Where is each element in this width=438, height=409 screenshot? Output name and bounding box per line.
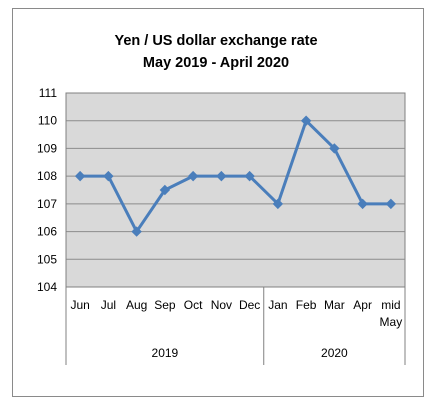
- x-axis-year-groups: 2019 2020: [65, 287, 406, 365]
- x-axis-tick-labels: Jun Jul Aug Sep Oct Nov Dec Jan Feb Mar Apr mid May: [70, 298, 402, 329]
- series: [74, 115, 397, 237]
- x-tick-label: Feb: [296, 298, 317, 312]
- x-tick-label: Jun: [70, 298, 89, 312]
- data-point: [187, 170, 199, 182]
- y-tick-label: 109: [37, 141, 57, 155]
- data-point: [272, 198, 284, 210]
- x-tick-label: Mar: [324, 298, 345, 312]
- x-tick-label: Apr: [353, 298, 372, 312]
- y-tick-label: 111: [39, 86, 58, 100]
- data-point: [300, 115, 312, 126]
- y-tick-label: 105: [37, 252, 57, 266]
- plot-area: [65, 92, 406, 288]
- data-point: [159, 184, 171, 196]
- data-point: [103, 170, 114, 182]
- x-tick-label: Jul: [101, 298, 116, 312]
- x-tick-label: Nov: [211, 298, 232, 312]
- data-point: [216, 170, 227, 182]
- series-line: [78, 119, 393, 234]
- x-tick-label: Dec: [239, 298, 260, 312]
- x-tick-label: Sep: [154, 298, 176, 312]
- y-tick-label: 110: [38, 114, 57, 128]
- x-tick-label: mid May: [380, 298, 403, 329]
- group-label-2019: 2019: [152, 346, 179, 360]
- x-tick-label: Jan: [268, 298, 287, 312]
- data-point: [329, 143, 340, 154]
- chart-subtitle: May 2019 - April 2020: [143, 55, 289, 71]
- chart-title: Yen / US dollar exchange rate: [114, 33, 317, 49]
- data-point: [131, 226, 142, 237]
- data-point: [385, 198, 397, 210]
- y-tick-label: 106: [37, 225, 57, 239]
- y-tick-label: 104: [37, 280, 57, 294]
- data-point: [357, 198, 368, 210]
- data-point: [244, 170, 255, 182]
- y-tick-label: 107: [37, 197, 57, 211]
- axes: [65, 93, 405, 288]
- x-tick-label: Aug: [126, 298, 147, 312]
- data-point: [74, 170, 86, 182]
- y-tick-label: 108: [37, 169, 57, 183]
- group-label-2020: 2020: [321, 346, 348, 360]
- y-axis-tick-labels: 104 105 106 107 108 109 110 111: [37, 86, 57, 294]
- x-tick-label: Oct: [184, 298, 203, 312]
